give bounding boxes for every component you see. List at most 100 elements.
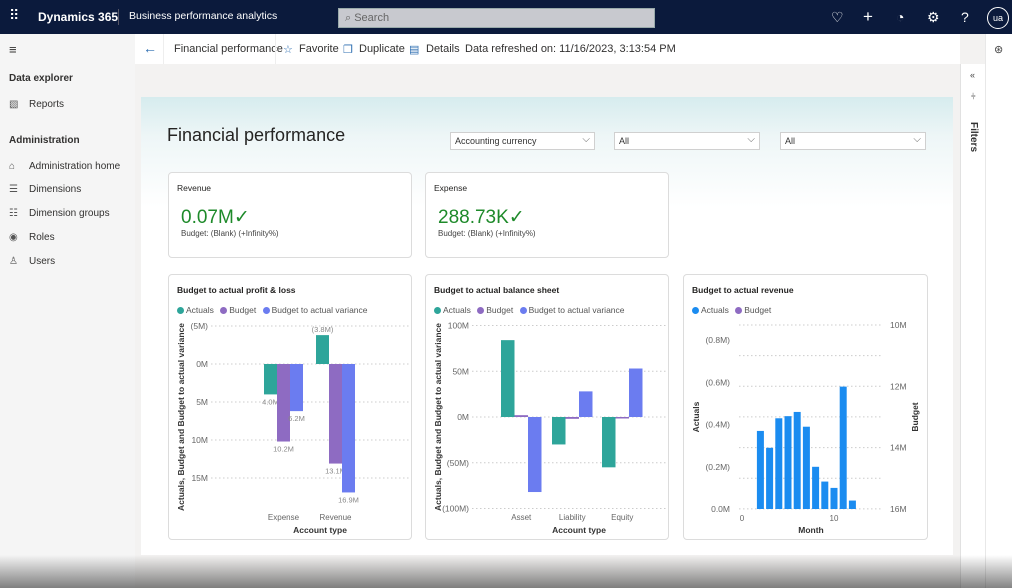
bar-budget-to-actual-variance xyxy=(290,364,303,412)
x-tick-label: Equity xyxy=(611,513,633,522)
plus-icon[interactable]: + xyxy=(863,7,873,26)
y-axis-title: Actuals xyxy=(691,401,701,432)
details-button[interactable]: Details xyxy=(426,43,460,55)
lightbulb-icon[interactable]: ♡ xyxy=(831,9,844,25)
filter-dropdown-2[interactable]: All ⌵ xyxy=(780,132,926,150)
legend-item: Actuals xyxy=(692,305,729,315)
currency-dropdown[interactable]: Accounting currency ⌵ xyxy=(450,132,595,150)
collapse-icon[interactable]: « xyxy=(970,70,976,80)
sidebar-item-dimensions[interactable]: ☰ Dimensions xyxy=(9,184,82,195)
bar-budget xyxy=(615,417,629,419)
chart-legend: Actuals Budget Budget to actual variance xyxy=(177,305,372,315)
y2-tick-label: 10M xyxy=(890,320,907,330)
y2-tick-label: 14M xyxy=(890,443,907,453)
bar-actuals xyxy=(802,426,810,509)
chevron-down-icon: ⌵ xyxy=(747,134,755,145)
y-tick-label: (50M) xyxy=(447,458,469,468)
filter-icon: ⫩ xyxy=(971,92,976,101)
chart-legend: Actuals Budget xyxy=(692,305,775,315)
right-rail: ⊛ xyxy=(985,34,1012,588)
bottom-fade xyxy=(0,555,1012,588)
kpi-subtitle: Budget: (Blank) (+Infinity%) xyxy=(181,229,279,238)
bar-budget-to-actual-variance xyxy=(579,391,593,417)
y2-tick-label: 12M xyxy=(890,381,907,391)
filters-label[interactable]: Filters xyxy=(968,122,979,153)
chart-profit-loss[interactable]: Budget to actual profit & loss Actuals B… xyxy=(168,274,412,540)
x-tick-label: Expense xyxy=(268,513,300,522)
help-icon[interactable]: ? xyxy=(961,9,969,25)
legend-item: Budget xyxy=(735,305,771,315)
data-label: 6.2M xyxy=(288,414,305,423)
bar-actuals xyxy=(775,418,783,509)
y-tick-label: 50M xyxy=(452,366,469,376)
duplicate-icon: ❐ xyxy=(343,44,353,56)
sidebar-item-reports[interactable]: ▧ Reports xyxy=(9,99,65,110)
data-label: 4.0M xyxy=(262,397,279,406)
y-axis-title: Actuals, Budget and Budget to actual var… xyxy=(433,323,443,511)
filters-pane[interactable]: « ⫩ Filters xyxy=(960,64,985,588)
module-name[interactable]: Business performance analytics xyxy=(129,10,278,22)
y-tick-label: 10M xyxy=(191,435,208,445)
bar-budget-to-actual-variance xyxy=(629,368,643,417)
bar-actuals xyxy=(766,447,774,509)
x-tick-label: Liability xyxy=(559,513,586,522)
y-tick-label: (100M) xyxy=(442,504,469,514)
filter-dropdown-1[interactable]: All ⌵ xyxy=(614,132,760,150)
y-tick-label: (0.6M) xyxy=(705,377,730,387)
chevron-down-icon: ⌵ xyxy=(913,134,921,145)
top-bar: ⠿ Dynamics 365 Business performance anal… xyxy=(0,0,1012,34)
gear-icon[interactable]: ⚙ xyxy=(927,9,940,25)
chart-title: Budget to actual balance sheet xyxy=(434,285,560,295)
favorite-button[interactable]: Favorite xyxy=(299,43,339,55)
avatar[interactable]: ua xyxy=(987,7,1009,29)
kpi-card-revenue: Revenue 0.07M✓ Budget: (Blank) (+Infinit… xyxy=(168,172,412,258)
chart-revenue[interactable]: Budget to actual revenue Actuals Budget … xyxy=(683,274,928,540)
sidebar-item-dimension-groups[interactable]: ☷ Dimension groups xyxy=(9,208,110,219)
bar-actuals xyxy=(264,364,277,395)
data-label: (3.8M) xyxy=(312,325,334,334)
bell-icon[interactable]: ◔ xyxy=(896,9,905,25)
x-tick-label: 10 xyxy=(830,514,839,523)
copilot-icon[interactable]: ⊛ xyxy=(994,44,1004,56)
back-button[interactable]: ← xyxy=(143,40,157,56)
roles-icon: ◉ xyxy=(9,232,18,243)
chart-svg: (5M) 0M 5M 10M 15M 4.0M 10.2M 6.2M Expense (3.8M)… xyxy=(176,321,409,535)
y-tick-label: 100M xyxy=(448,321,469,331)
data-refreshed-text: Data refreshed on: 11/16/2023, 3:13:54 P… xyxy=(465,43,676,55)
bar-budget xyxy=(565,417,579,419)
report-icon: ▧ xyxy=(9,99,19,110)
bar-budget xyxy=(514,415,528,417)
search-icon: ⌕ xyxy=(345,12,355,24)
y-tick-label: (5M) xyxy=(191,321,209,331)
sidebar-item-users[interactable]: ♙ Users xyxy=(9,256,56,267)
sidebar-item-roles[interactable]: ◉ Roles xyxy=(9,232,55,243)
command-bar: ← Financial performance ☆ Favorite ❐ Dup… xyxy=(135,34,960,64)
data-label: 10.2M xyxy=(273,445,294,454)
y-tick-label: 5M xyxy=(196,397,208,407)
bar-budget-to-actual-variance xyxy=(528,417,542,493)
chart-balance-sheet[interactable]: Budget to actual balance sheet Actuals B… xyxy=(425,274,669,540)
breadcrumb[interactable]: Financial performance xyxy=(174,43,283,55)
chart-legend: Actuals Budget Budget to actual variance xyxy=(434,305,629,315)
y-tick-label: 0M xyxy=(196,359,208,369)
search-input[interactable]: ⌕ Search xyxy=(338,8,655,28)
y-tick-label: (0.8M) xyxy=(705,335,730,345)
kpi-title: Expense xyxy=(434,183,468,193)
y-tick-label: 0.0M xyxy=(711,504,730,514)
hamburger-icon[interactable]: ≡ xyxy=(9,42,17,57)
bar-actuals xyxy=(784,416,792,509)
kpi-value: 288.73K✓ xyxy=(438,207,525,228)
check-icon: ✓ xyxy=(233,207,250,228)
chart-title: Budget to actual revenue xyxy=(692,285,794,295)
duplicate-button[interactable]: Duplicate xyxy=(359,43,405,55)
waffle-icon[interactable]: ⠿ xyxy=(9,7,20,23)
app-name[interactable]: Dynamics 365 xyxy=(38,10,119,24)
sidebar-item-administration-home[interactable]: ⌂ Administration home xyxy=(9,161,121,172)
legend-item: Budget xyxy=(477,305,513,315)
bar-actuals xyxy=(602,417,616,468)
check-icon: ✓ xyxy=(508,207,525,228)
user-icon: ♙ xyxy=(9,256,18,267)
y-tick-label: (0.2M) xyxy=(705,462,730,472)
x-tick-label: Revenue xyxy=(319,513,352,522)
y-tick-label: (0.4M) xyxy=(705,420,730,430)
